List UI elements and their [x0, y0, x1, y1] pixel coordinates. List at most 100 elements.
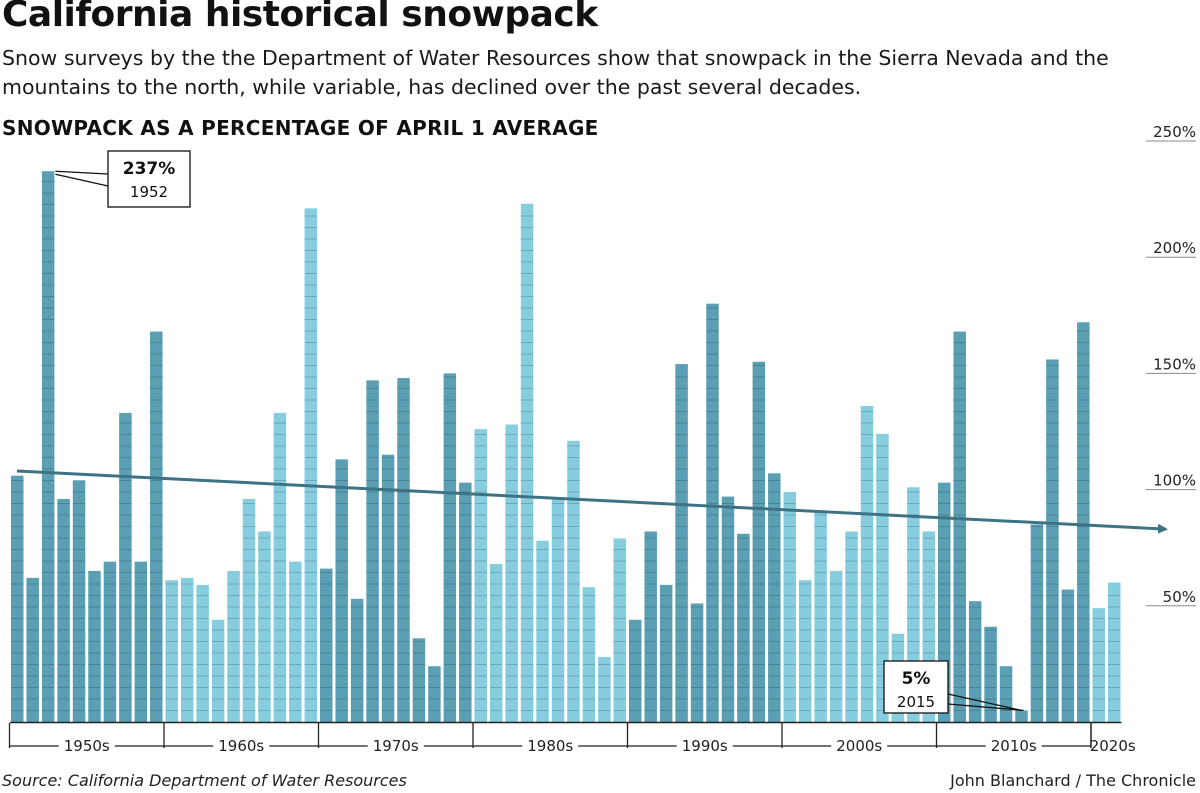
bar-fill [536, 540, 549, 722]
bar-fill [88, 570, 101, 722]
bar-1970 [320, 568, 333, 722]
bar-fill [211, 619, 225, 722]
bar-2016 [1030, 524, 1044, 722]
bar-2005 [860, 405, 874, 722]
bar-fill [428, 666, 441, 722]
bar-fill [567, 440, 580, 722]
bar-fill [165, 580, 178, 722]
chart-subtitle: Snow surveys by the the Department of Wa… [2, 46, 1109, 99]
bar-fill [798, 580, 812, 722]
bar-2021 [1107, 582, 1121, 722]
bar-2006 [876, 433, 889, 722]
bar-fill [103, 561, 117, 722]
bar-2020 [1092, 608, 1105, 722]
bar-1988 [598, 656, 611, 722]
bar-1979 [459, 482, 472, 722]
bar-1981 [489, 563, 503, 722]
decade-label: 1980s [527, 737, 573, 755]
annotation-leader [55, 173, 109, 187]
bar-1986 [567, 440, 580, 722]
bar-1999 [768, 473, 781, 722]
bar-1957 [119, 412, 132, 722]
bar-fill [366, 380, 379, 722]
y-tick-label: 200% [1153, 239, 1196, 257]
y-tick-label: 150% [1153, 355, 1196, 373]
bar-fill [227, 570, 240, 722]
bar-1972 [350, 598, 364, 722]
bar-1960 [165, 580, 178, 722]
bar-1980 [474, 429, 487, 722]
y-tick-label: 50% [1163, 588, 1196, 606]
bar-1958 [134, 561, 148, 722]
bar-fill [397, 378, 410, 722]
bar-2011 [953, 331, 966, 722]
bar-2018 [1061, 589, 1075, 722]
bar-1973 [366, 380, 379, 722]
bar-1997 [737, 533, 750, 722]
bar-1962 [196, 584, 209, 722]
y-tick-label: 250% [1153, 123, 1196, 141]
bar-fill [598, 656, 611, 722]
bar-1987 [582, 587, 596, 722]
trend-line [16, 469, 1168, 534]
bar-2019 [1077, 322, 1090, 722]
bar-1993 [675, 364, 688, 722]
bar-2001 [798, 580, 812, 722]
bar-1956 [103, 561, 117, 722]
bar-fill [273, 412, 287, 722]
bar-2015 [1015, 710, 1028, 722]
bar-2003 [829, 570, 843, 722]
decade-label: 2020s [1090, 737, 1136, 755]
bar-fill [814, 510, 827, 722]
bar-1955 [88, 570, 101, 722]
bar-fill [134, 561, 148, 722]
bar-2013 [984, 626, 997, 722]
bar-1954 [72, 480, 86, 722]
bar-fill [1046, 359, 1059, 722]
bar-1966 [258, 531, 271, 722]
bar-fill [289, 561, 302, 722]
annotation-value: 237% [123, 159, 176, 179]
chart-title: California historical snowpack [2, 0, 598, 35]
bar-1995 [706, 303, 719, 722]
trend-line-group [16, 469, 1168, 534]
bar-fill [1092, 608, 1105, 722]
bar-fill [582, 587, 596, 722]
bar-fill [1030, 524, 1044, 722]
bar-1991 [644, 531, 657, 722]
bar-fill [520, 203, 534, 723]
bar-fill [72, 480, 86, 722]
bar-fill [41, 171, 55, 722]
bar-fill [150, 331, 163, 722]
bar-1992 [659, 584, 673, 722]
annotations: 237% 1952 5% 2015 [55, 150, 1024, 714]
bar-1967 [273, 412, 287, 722]
bar-fill [768, 473, 781, 722]
decade-label: 1970s [373, 737, 419, 755]
annotation-leader [947, 703, 1024, 712]
bar-1968 [289, 561, 302, 722]
bar-fill [690, 603, 704, 722]
bar-fill [474, 429, 487, 722]
bar-fill [242, 498, 256, 722]
bar-fill [721, 496, 735, 722]
bar-fill [119, 412, 132, 722]
bar-fill [320, 568, 333, 722]
bar-fill [1077, 322, 1090, 722]
annotation-leader [55, 170, 109, 175]
bar-fill [196, 584, 209, 722]
bar-fill [350, 598, 364, 722]
bar-fill [675, 364, 688, 722]
bar-1961 [180, 577, 194, 722]
annotation-box [883, 660, 949, 714]
bar-fill [180, 577, 194, 722]
annotation-year: 1952 [130, 183, 168, 201]
chart-heading: SNOWPACK AS A PERCENTAGE OF APRIL 1 AVER… [2, 116, 599, 140]
decade-label: 1950s [64, 737, 110, 755]
bar-fill [412, 638, 426, 722]
decade-label: 1990s [682, 737, 728, 755]
bar-fill [984, 626, 997, 722]
gridlines: 50% 100% 150% 200% 250% [1146, 123, 1196, 607]
bar-1971 [335, 459, 348, 722]
